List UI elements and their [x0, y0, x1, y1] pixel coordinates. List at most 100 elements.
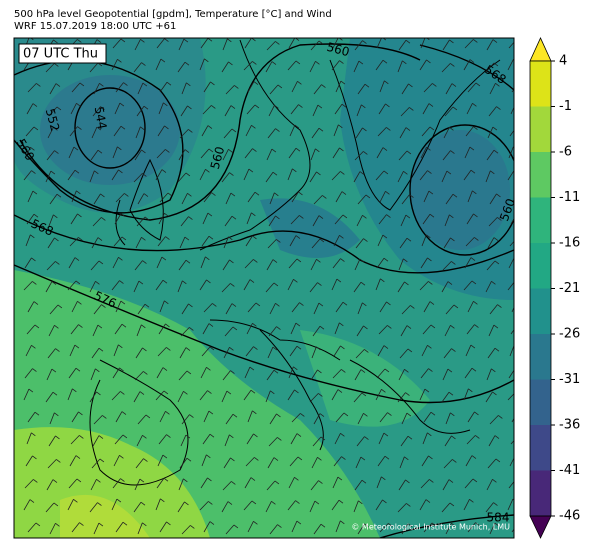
barb — [246, 212, 252, 225]
barb-flag — [255, 302, 261, 307]
barb-flag — [294, 124, 300, 129]
barb-flag — [277, 524, 282, 528]
barb — [463, 59, 471, 71]
barb — [203, 303, 213, 313]
barb — [158, 434, 167, 445]
barb-flag — [497, 217, 502, 221]
barb-flag — [316, 171, 321, 176]
barb-flag — [142, 82, 148, 87]
barb-flag — [250, 477, 256, 481]
barb-flag — [73, 498, 78, 503]
barb-flag — [363, 151, 368, 155]
barb-flag — [160, 498, 165, 503]
barb-flag — [452, 106, 458, 111]
barb-flag — [340, 520, 345, 525]
barb — [24, 368, 33, 379]
barb-flag — [424, 388, 430, 393]
barb — [222, 481, 232, 491]
barb-flag — [272, 346, 278, 351]
barb-flag — [186, 82, 191, 87]
barb-flag — [514, 345, 518, 348]
barb-flag — [254, 457, 259, 461]
barb-flag — [451, 348, 456, 352]
barb-flag — [362, 302, 367, 307]
barb — [466, 213, 474, 225]
barb-flag — [165, 236, 170, 240]
colorbar-tick-label: -26 — [559, 327, 580, 342]
barb-flag — [359, 171, 365, 175]
barb-flag — [166, 521, 171, 526]
barb-flag — [404, 456, 409, 461]
barb-flag — [164, 38, 169, 42]
barb-flag — [207, 38, 213, 42]
barb-flag — [364, 436, 369, 440]
barb-flag — [119, 367, 124, 372]
barb — [287, 500, 296, 511]
barb — [45, 392, 54, 403]
barb — [27, 522, 37, 533]
barb-flag — [54, 150, 59, 154]
barb — [133, 280, 140, 293]
barb-flag — [75, 367, 81, 372]
barb — [287, 60, 297, 71]
barb-flag — [78, 324, 83, 328]
barb — [334, 214, 344, 225]
subtitle: WRF 15.07.2019 18:00 UTC +61 — [14, 21, 176, 32]
barb-flag — [428, 103, 434, 107]
barb — [467, 522, 476, 533]
barb-flag — [56, 459, 61, 463]
barb — [199, 279, 207, 291]
barb — [375, 278, 381, 291]
barb-flag — [491, 368, 496, 373]
barb — [331, 500, 340, 511]
barb-flag — [211, 192, 216, 196]
barb-flag — [386, 301, 391, 306]
barb-flag — [338, 124, 343, 129]
time-label: 07 UTC Thu — [23, 47, 98, 62]
colorbar-band — [530, 288, 551, 335]
barb — [466, 103, 473, 115]
barb-flag — [319, 238, 325, 243]
barb-flag — [492, 478, 497, 483]
barb-flag — [162, 279, 168, 284]
barb-flag — [450, 63, 455, 67]
barb — [379, 80, 385, 93]
barb — [111, 169, 119, 181]
barb-flag — [185, 434, 191, 439]
barb-flag — [142, 347, 147, 352]
barb — [133, 62, 142, 73]
barb — [92, 435, 100, 447]
barb — [443, 237, 451, 249]
colorbar-band — [530, 243, 551, 289]
barb-flag — [470, 344, 476, 349]
barb-flag — [516, 479, 520, 482]
barb — [357, 84, 366, 95]
barb — [401, 194, 410, 205]
barb — [313, 302, 320, 315]
barb — [47, 127, 54, 139]
barb — [71, 190, 77, 203]
barb — [353, 171, 361, 183]
barb — [159, 300, 165, 313]
barb-flag — [95, 280, 100, 285]
barb-flag — [53, 502, 59, 507]
barb-flag — [450, 237, 455, 242]
barb — [423, 301, 431, 313]
barb — [442, 39, 450, 51]
barb — [245, 235, 253, 247]
barb-flag — [428, 368, 433, 372]
barb — [353, 392, 363, 403]
barb — [113, 126, 122, 137]
barb-flag — [248, 168, 254, 173]
barb — [27, 83, 37, 93]
barb — [245, 346, 254, 357]
barb — [181, 82, 187, 95]
barb — [310, 40, 320, 51]
barb — [244, 259, 254, 269]
barb-flag — [163, 102, 168, 107]
barb — [68, 146, 75, 159]
barb — [399, 127, 407, 139]
barb-flag — [317, 104, 323, 109]
barb-flag — [364, 523, 369, 528]
barb-flag — [429, 479, 434, 483]
